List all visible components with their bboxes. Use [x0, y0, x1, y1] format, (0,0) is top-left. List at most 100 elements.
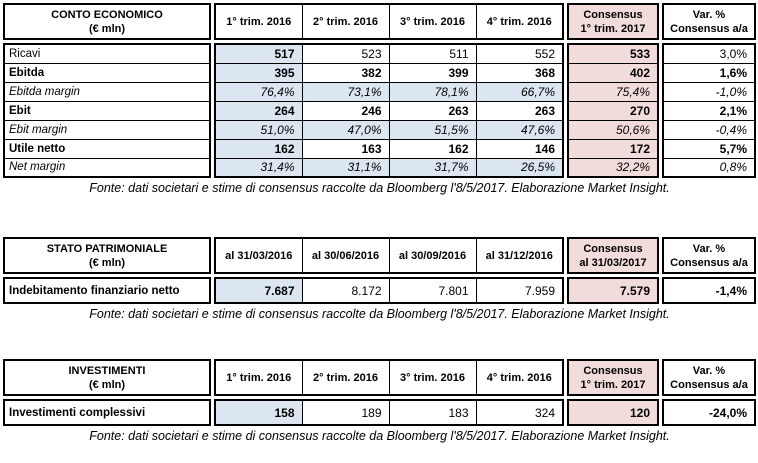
table-title-text: INVESTIMENTI — [68, 364, 146, 377]
table-row: 517 523 511 552 — [214, 43, 564, 64]
table-row: 120 — [567, 399, 659, 426]
table-row: 31,4% 31,1% 31,7% 26,5% — [214, 157, 564, 178]
consensus-value-cell: 172 — [567, 138, 659, 159]
variation-values-block: -1,4% — [662, 277, 756, 304]
consensus-value-cell: 50,6% — [567, 119, 659, 140]
table-row: 162 163 162 146 — [214, 138, 564, 159]
table-title: STATO PATRIMONIALE (€ mln) — [3, 237, 211, 274]
variation-column-header: Var. % Consensus a/a — [662, 359, 756, 396]
row-labels-block: Investimenti complessivi — [3, 399, 211, 426]
consensus-column-header: Consensus 1° trim. 2017 — [567, 359, 659, 396]
variation-value-cell: -24,0% — [662, 399, 756, 426]
consensus-value-cell: 402 — [567, 62, 659, 83]
consensus-header-line2: 1° trim. 2017 — [580, 378, 646, 391]
table-row: 402 — [567, 62, 659, 83]
quarter-value-cell: 246 — [301, 100, 390, 121]
quarter-value-cell: 382 — [301, 62, 390, 83]
table-subtitle-text: (€ mln) — [88, 256, 126, 269]
variation-value-cell: 0,8% — [662, 157, 756, 178]
quarter-value-cell: 47,6% — [475, 119, 564, 140]
quarter-value-cell: 511 — [388, 43, 477, 64]
table-row: -0,4% — [662, 119, 756, 140]
balance-sheet-header-row: STATO PATRIMONIALE (€ mln) al 31/03/2016… — [3, 237, 758, 274]
column-header-q4: 4° trim. 2016 — [475, 359, 564, 396]
variation-value-cell: 1,6% — [662, 62, 756, 83]
variation-column-header: Var. % Consensus a/a — [662, 3, 756, 40]
row-label: Utile netto — [3, 138, 211, 159]
quarter-column-headers: 1° trim. 2016 2° trim. 2016 3° trim. 201… — [214, 3, 564, 40]
table-row: Ebit — [3, 100, 211, 121]
table-row: 7.687 8.172 7.801 7.959 — [214, 277, 564, 304]
variation-column-header: Var. % Consensus a/a — [662, 237, 756, 274]
balance-sheet-table: STATO PATRIMONIALE (€ mln) al 31/03/2016… — [3, 237, 758, 321]
quarter-value-cell: 51,5% — [388, 119, 477, 140]
table-row: 5,7% — [662, 138, 756, 159]
quarter-value-cell: 146 — [475, 138, 564, 159]
table-row: 395 382 399 368 — [214, 62, 564, 83]
row-label: Net margin — [3, 157, 211, 178]
table-row: Indebitamento finanziario netto — [3, 277, 211, 304]
table-row: -24,0% — [662, 399, 756, 426]
quarter-value-cell: 523 — [301, 43, 390, 64]
table-row: 0,8% — [662, 157, 756, 178]
row-label: Ricavi — [3, 43, 211, 64]
consensus-header-line2: al 31/03/2017 — [579, 256, 647, 269]
var-header-line1: Var. % — [692, 242, 726, 255]
quarter-value-cell: 26,5% — [475, 157, 564, 178]
quarter-values-block: 7.687 8.172 7.801 7.959 — [214, 277, 564, 304]
source-note: Fonte: dati societari e stime di consens… — [89, 307, 670, 321]
table-row: 7.579 — [567, 277, 659, 304]
income-statement-table: CONTO ECONOMICO (€ mln) 1° trim. 2016 2°… — [3, 3, 758, 195]
table-subtitle-text: (€ mln) — [88, 378, 126, 391]
quarter-value-cell: 73,1% — [301, 81, 390, 102]
quarter-value-cell: 324 — [475, 399, 564, 426]
quarter-values-block: 517 523 511 552 395 382 399 368 76,4% 73,1% 78,1% 6… — [214, 43, 564, 178]
consensus-value-cell: 75,4% — [567, 81, 659, 102]
quarter-value-cell: 78,1% — [388, 81, 477, 102]
balance-sheet-body: Indebitamento finanziario netto 7.687 8.1… — [3, 277, 758, 304]
variation-value-cell: -0,4% — [662, 119, 756, 140]
quarter-column-headers: al 31/03/2016 al 30/06/2016 al 30/09/201… — [214, 237, 564, 274]
consensus-value-cell: 7.579 — [567, 277, 659, 304]
consensus-header-line2: 1° trim. 2017 — [580, 22, 646, 35]
quarter-value-cell: 158 — [214, 399, 303, 426]
investments-header-row: INVESTIMENTI (€ mln) 1° trim. 2016 2° tr… — [3, 359, 758, 396]
consensus-values-block: 7.579 — [567, 277, 659, 304]
quarter-value-cell: 183 — [388, 399, 477, 426]
table-row: Utile netto — [3, 138, 211, 159]
quarter-value-cell: 31,1% — [301, 157, 390, 178]
quarter-value-cell: 368 — [475, 62, 564, 83]
row-label: Investimenti complessivi — [3, 399, 211, 426]
quarter-value-cell: 552 — [475, 43, 564, 64]
column-header-q3: 3° trim. 2016 — [388, 3, 477, 40]
quarter-column-headers: 1° trim. 2016 2° trim. 2016 3° trim. 201… — [214, 359, 564, 396]
quarter-value-cell: 517 — [214, 43, 303, 64]
consensus-value-cell: 533 — [567, 43, 659, 64]
table-row: 3,0% — [662, 43, 756, 64]
consensus-values-block: 533 402 75,4% 270 50,6% 172 32,2% — [567, 43, 659, 178]
source-note: Fonte: dati societari e stime di consens… — [89, 429, 670, 443]
table-row: Net margin — [3, 157, 211, 178]
table-row: 75,4% — [567, 81, 659, 102]
investments-body: Investimenti complessivi 158 189 183 324 12… — [3, 399, 758, 426]
consensus-column-header: Consensus al 31/03/2017 — [567, 237, 659, 274]
variation-value-cell: 3,0% — [662, 43, 756, 64]
table-row: 76,4% 73,1% 78,1% 66,7% — [214, 81, 564, 102]
table-row: 50,6% — [567, 119, 659, 140]
quarter-value-cell: 7.801 — [388, 277, 477, 304]
table-row: -1,0% — [662, 81, 756, 102]
column-header-q2: 2° trim. 2016 — [301, 3, 390, 40]
quarter-value-cell: 7.687 — [214, 277, 303, 304]
var-header-line1: Var. % — [692, 364, 726, 377]
column-header-q2: al 30/06/2016 — [301, 237, 390, 274]
table-row: 264 246 263 263 — [214, 100, 564, 121]
row-label: Ebitda — [3, 62, 211, 83]
table-row: -1,4% — [662, 277, 756, 304]
consensus-column-header: Consensus 1° trim. 2017 — [567, 3, 659, 40]
row-label: Indebitamento finanziario netto — [3, 277, 211, 304]
table-title: INVESTIMENTI (€ mln) — [3, 359, 211, 396]
column-header-q1: al 31/03/2016 — [214, 237, 303, 274]
column-header-q1: 1° trim. 2016 — [214, 3, 303, 40]
table-row: 51,0% 47,0% 51,5% 47,6% — [214, 119, 564, 140]
table-row: 270 — [567, 100, 659, 121]
